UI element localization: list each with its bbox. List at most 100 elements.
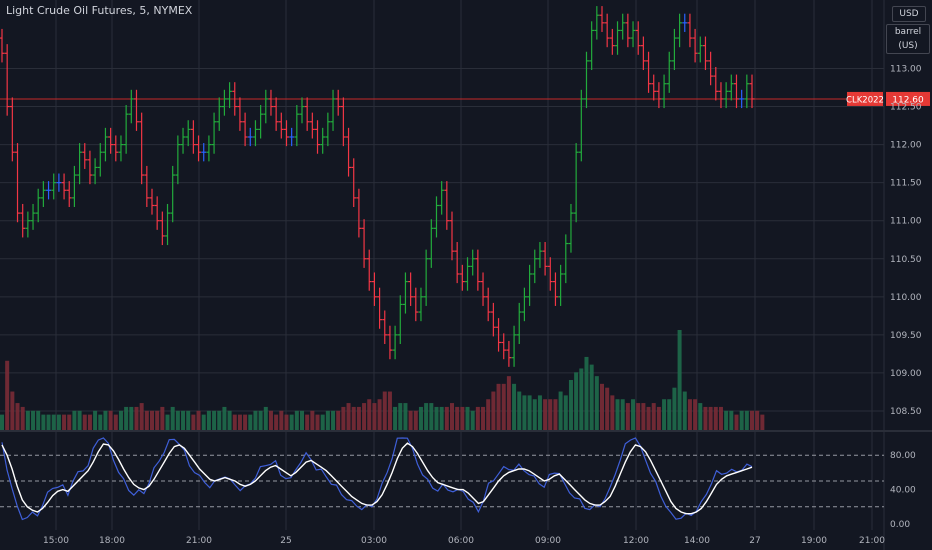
volume-bar [118,410,123,430]
price-bar [128,89,134,124]
price-bar [320,127,326,154]
price-bar [397,295,403,344]
currency-button[interactable]: USD [892,6,926,22]
volume-bar [636,403,641,430]
price-bar [563,234,569,284]
price-tick-label: 108.50 [890,407,922,417]
price-bar [51,173,57,200]
symbol-tag [847,91,883,106]
volume-bar [289,414,294,430]
price-bar [465,257,471,291]
volume-bar [41,414,46,430]
price-bar [118,135,124,162]
unit-button[interactable]: barrel (US) [886,24,930,54]
volume-bar [160,406,165,430]
volume-bar [150,410,154,430]
last-price-tag [886,91,930,106]
price-bar [428,219,434,268]
volume-bar [744,410,749,430]
volume-bar [336,410,341,430]
volume-bar [444,406,449,430]
price-bar [371,272,377,306]
volume-bar [501,383,506,430]
price-bar [609,28,615,55]
volume-bar [739,410,744,430]
volume-bar [134,406,139,430]
price-bar [108,127,114,154]
price-bar [15,143,21,223]
price-bar [594,6,600,40]
volume-bar [656,406,661,430]
volume-bar [589,364,594,430]
price-bar [620,13,626,40]
volume-bar [600,383,604,430]
volume-bar [496,383,501,430]
price-bar [30,203,36,230]
volume-bar [563,395,568,430]
price-bar [718,82,724,109]
volume-bar [237,414,242,430]
price-bar [444,181,450,230]
price-bar [0,28,5,63]
volume-bar [512,383,517,430]
price-bar [713,66,719,101]
price-bar [578,89,584,162]
volume-bar [605,387,610,430]
price-bar [196,135,202,162]
volume-bar [620,399,625,430]
price-bar [568,203,574,253]
price-bar [4,44,10,116]
volume-bar [729,410,734,430]
volume-bar [82,414,87,430]
volume-bar [398,403,403,430]
price-bar [377,287,383,329]
price-bar [20,203,26,238]
volume-bar [403,403,408,430]
volume-bar [315,414,320,430]
volume-bar [113,414,118,430]
price-bar [387,325,393,360]
price-bar [558,264,564,306]
volume-bar [124,406,129,430]
price-bar [682,13,688,32]
price-bar [459,264,465,291]
volume-bar [36,410,41,430]
price-bar [599,6,605,32]
symbol-label: CLK2022 [846,95,884,105]
volume-bar [698,403,703,430]
oscillator-signal-line [1,437,753,521]
price-bar [697,36,703,63]
volume-bar [418,406,423,430]
volume-bar [713,406,718,430]
price-bar [552,272,558,306]
volume-bar [196,410,201,430]
volume-bar [532,399,537,430]
volume-bar [222,406,227,430]
volume-bar [708,406,713,430]
price-bar [408,272,414,306]
price-bar [149,188,155,215]
volume-bar [703,406,708,430]
price-bar [237,97,243,131]
volume-bar [584,356,589,430]
volume-bar [310,410,315,430]
price-bar [273,97,279,131]
oscillator-tick-label: 80.00 [890,451,916,461]
volume-bar [25,410,30,430]
volume-bar [475,406,480,430]
price-bar [630,21,636,48]
volume-bar [20,406,25,430]
volume-bar [300,410,304,430]
volume-bar [517,391,522,430]
chart-title[interactable]: Light Crude Oil Futures, 5, NYMEX [6,4,193,17]
price-bar [382,310,388,344]
volume-bar [165,414,170,430]
volume-bar [455,406,460,430]
volume-bar [279,410,284,430]
volume-bar [212,410,217,430]
price-bar [454,242,460,284]
price-bar [340,97,346,147]
volume-bar [144,410,149,430]
